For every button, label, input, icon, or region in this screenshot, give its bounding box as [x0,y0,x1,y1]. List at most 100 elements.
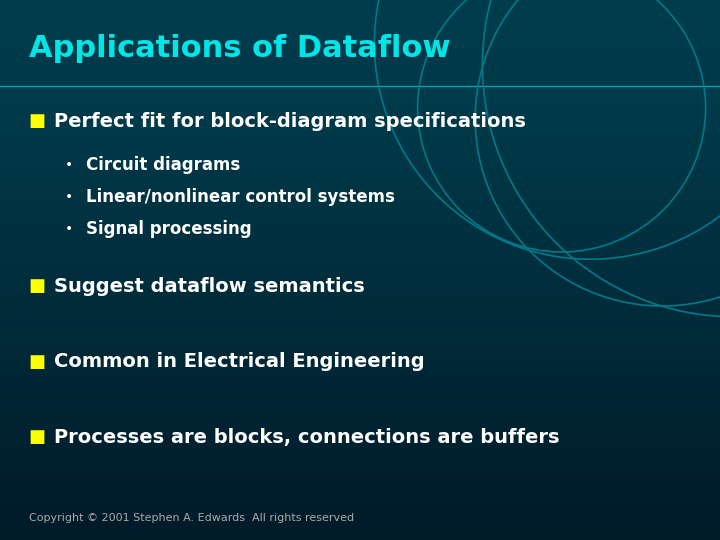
Bar [0,346,720,349]
Bar [0,177,720,180]
Bar [0,166,720,169]
Text: ■: ■ [29,353,46,371]
Bar [0,457,720,461]
Bar [0,0,720,86]
Bar [0,439,720,443]
Bar [0,147,720,151]
Text: Processes are blocks, connections are buffers: Processes are blocks, connections are bu… [54,428,559,447]
Bar [0,285,720,288]
Bar [0,39,720,43]
Bar [0,79,720,83]
Bar [0,15,720,18]
Bar [0,205,720,209]
Text: Circuit diagrams: Circuit diagrams [86,156,240,174]
Bar [0,144,720,147]
Bar [0,529,720,533]
Bar [0,342,720,346]
Bar [0,328,720,331]
Bar [0,69,720,72]
Bar [0,97,720,101]
Bar [0,212,720,216]
Bar [0,471,720,475]
Bar [0,400,720,403]
Bar [0,371,720,374]
Bar [0,201,720,205]
Bar [0,137,720,140]
Bar [0,238,720,241]
Bar [0,18,720,22]
Bar [0,234,720,238]
Bar [0,270,720,274]
Bar [0,32,720,36]
Bar [0,86,720,90]
Bar [0,4,720,7]
Bar [0,65,720,69]
Bar [0,198,720,201]
Text: •: • [65,222,73,237]
Bar [0,133,720,137]
Bar [0,475,720,479]
Bar [0,536,720,540]
Bar [0,252,720,255]
Text: •: • [65,158,73,172]
Text: Suggest dataflow semantics: Suggest dataflow semantics [54,276,365,296]
Bar [0,525,720,529]
Bar [0,378,720,382]
Bar [0,281,720,285]
Bar [0,317,720,320]
Bar [0,104,720,108]
Bar [0,93,720,97]
Bar [0,180,720,184]
Bar [0,349,720,353]
Bar [0,389,720,393]
Bar [0,421,720,425]
Bar [0,255,720,259]
Bar [0,184,720,187]
Bar [0,151,720,155]
Text: ■: ■ [29,277,46,295]
Bar [0,468,720,471]
Bar [0,241,720,245]
Bar [0,504,720,508]
Bar [0,410,720,414]
Bar [0,288,720,292]
Bar [0,123,720,126]
Bar [0,220,720,223]
Bar [0,162,720,166]
Bar [0,101,720,104]
Bar [0,115,720,119]
Bar [0,436,720,439]
Bar [0,486,720,490]
Bar [0,417,720,421]
Bar [0,11,720,15]
Bar [0,209,720,212]
Text: ■: ■ [29,112,46,131]
Bar [0,533,720,536]
Bar [0,47,720,50]
Bar [0,306,720,309]
Bar [0,223,720,227]
Bar [0,155,720,158]
Bar [0,50,720,54]
Bar [0,266,720,270]
Bar [0,320,720,324]
Bar [0,36,720,39]
Bar [0,25,720,29]
Bar [0,58,720,61]
Bar [0,43,720,47]
Bar [0,450,720,454]
Bar [0,245,720,248]
Bar [0,130,720,133]
Bar [0,140,720,144]
Bar [0,454,720,457]
Bar [0,0,720,4]
Bar [0,324,720,328]
Bar [0,356,720,360]
Bar [0,191,720,194]
Bar [0,479,720,482]
Bar [0,302,720,306]
Bar [0,428,720,432]
Bar [0,61,720,65]
Bar [0,54,720,58]
Bar [0,331,720,335]
